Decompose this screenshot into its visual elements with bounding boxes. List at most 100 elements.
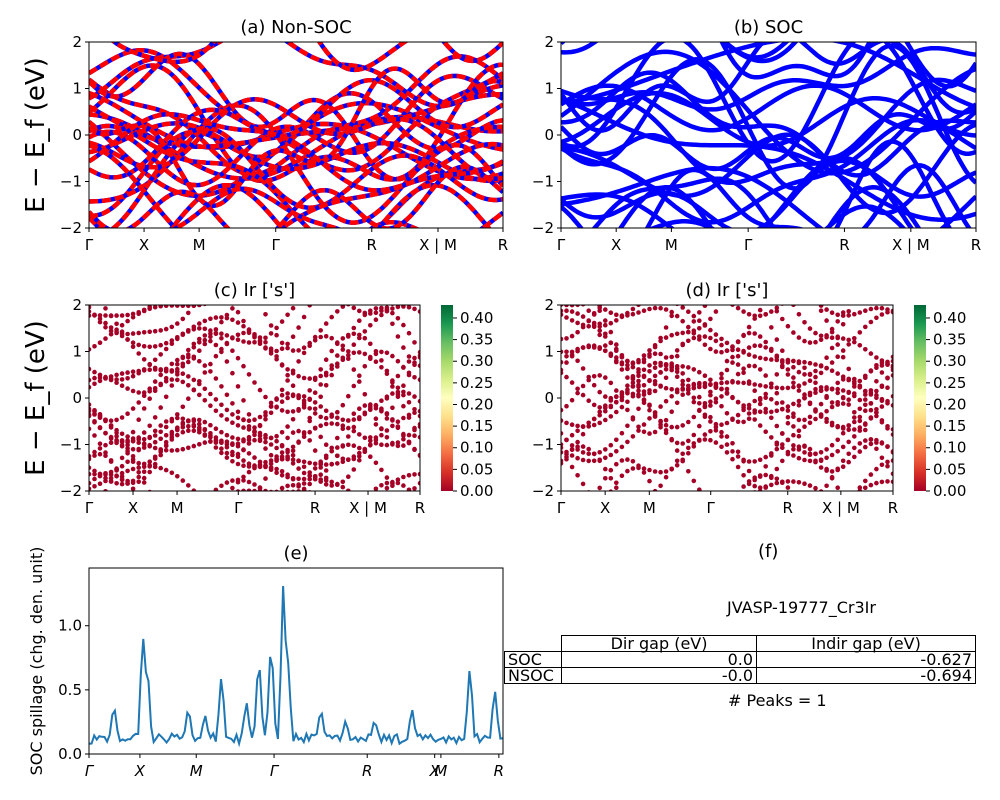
scatter-point <box>736 504 741 509</box>
scatter-point <box>197 519 202 524</box>
y-tick-label: −1 <box>532 173 554 191</box>
scatter-point <box>597 457 602 463</box>
scatter-point <box>863 272 868 277</box>
scatter-point <box>312 375 318 381</box>
scatter-point <box>746 381 752 386</box>
scatter-point <box>757 343 763 349</box>
scatter-point <box>340 343 346 349</box>
scatter-point <box>247 499 252 504</box>
scatter-point <box>691 399 697 405</box>
scatter-point <box>746 406 752 411</box>
scatter-point <box>675 281 680 286</box>
scatter-point <box>592 509 597 514</box>
scatter-point <box>791 424 796 429</box>
scatter-point <box>323 408 329 414</box>
scatter-point <box>191 305 197 308</box>
scatter-point <box>597 308 602 314</box>
scatter-point <box>213 315 219 320</box>
scatter-point <box>724 386 730 392</box>
scatter-point <box>186 511 191 516</box>
scatter-point <box>829 400 835 405</box>
y-tick-label: −2 <box>532 219 554 237</box>
scatter-point <box>285 409 290 415</box>
scatter-point <box>279 469 285 474</box>
scatter-point <box>719 394 724 399</box>
scatter-point <box>340 443 346 448</box>
scatter-point <box>119 333 125 339</box>
scatter-point <box>719 508 724 513</box>
scatter-point <box>208 528 213 533</box>
scatter-point <box>713 440 719 445</box>
scatter-point <box>829 329 835 335</box>
scatter-point <box>324 289 329 294</box>
scatter-point <box>158 342 163 348</box>
scatter-point <box>569 397 575 403</box>
scatter-point <box>291 259 296 264</box>
scatter-point <box>741 333 746 339</box>
scatter-point <box>158 423 163 428</box>
scatter-point <box>97 319 103 325</box>
scatter-point <box>559 546 564 551</box>
scatter-point <box>691 414 697 420</box>
scatter-point <box>219 266 224 271</box>
scatter-point <box>241 363 246 369</box>
scatter-point <box>268 465 274 471</box>
y-tick-label: −1 <box>532 436 554 454</box>
scatter-point <box>119 415 125 420</box>
scatter-point <box>880 264 885 269</box>
scatter-point <box>296 300 301 305</box>
scatter-point <box>708 414 713 420</box>
scatter-point <box>302 289 307 294</box>
scatter-point <box>561 431 564 436</box>
scatter-point <box>879 370 885 375</box>
scatter-point <box>186 310 191 316</box>
scatter-point <box>114 433 119 439</box>
scatter-point <box>152 357 158 363</box>
scatter-point <box>158 429 163 435</box>
scatter-point <box>417 363 420 368</box>
scatter-point <box>669 492 674 497</box>
scatter-point <box>235 384 241 389</box>
x-tick-label: X <box>139 236 149 254</box>
scatter-point <box>719 505 724 510</box>
scatter-point <box>417 309 420 314</box>
scatter-point <box>652 351 658 357</box>
scatter-point <box>263 476 268 481</box>
scatter-point <box>235 409 241 415</box>
scatter-point <box>697 318 702 324</box>
scatter-point <box>208 422 213 428</box>
scatter-point <box>307 263 312 268</box>
scatter-point <box>274 470 279 476</box>
scatter-point <box>686 494 691 499</box>
scatter-point <box>285 378 290 383</box>
scatter-point <box>642 290 647 295</box>
scatter-point <box>269 495 274 500</box>
scatter-point <box>664 511 669 516</box>
scatter-point <box>775 497 780 502</box>
scatter-point <box>257 387 263 393</box>
scatter-point <box>636 496 641 501</box>
colorbar-c <box>441 305 453 491</box>
scatter-point <box>846 390 851 396</box>
scatter-point <box>846 439 851 445</box>
scatter-point <box>351 350 357 356</box>
scatter-point <box>652 410 658 415</box>
scatter-point <box>379 265 384 270</box>
y-tick-label: 2 <box>544 296 554 314</box>
scatter-point <box>763 485 768 490</box>
scatter-point <box>802 512 807 517</box>
scatter-point <box>412 433 417 439</box>
scatter-point <box>97 472 103 477</box>
scatter-point <box>586 318 591 323</box>
scatter-point <box>202 427 208 432</box>
scatter-point <box>125 491 130 496</box>
scatter-point <box>142 536 147 541</box>
scatter-point <box>724 390 730 396</box>
scatter-point <box>564 449 569 455</box>
scatter-point <box>807 483 813 488</box>
scatter-point <box>663 325 669 330</box>
scatter-point <box>290 371 296 376</box>
scatter-point <box>208 433 213 439</box>
scatter-point <box>797 496 802 501</box>
